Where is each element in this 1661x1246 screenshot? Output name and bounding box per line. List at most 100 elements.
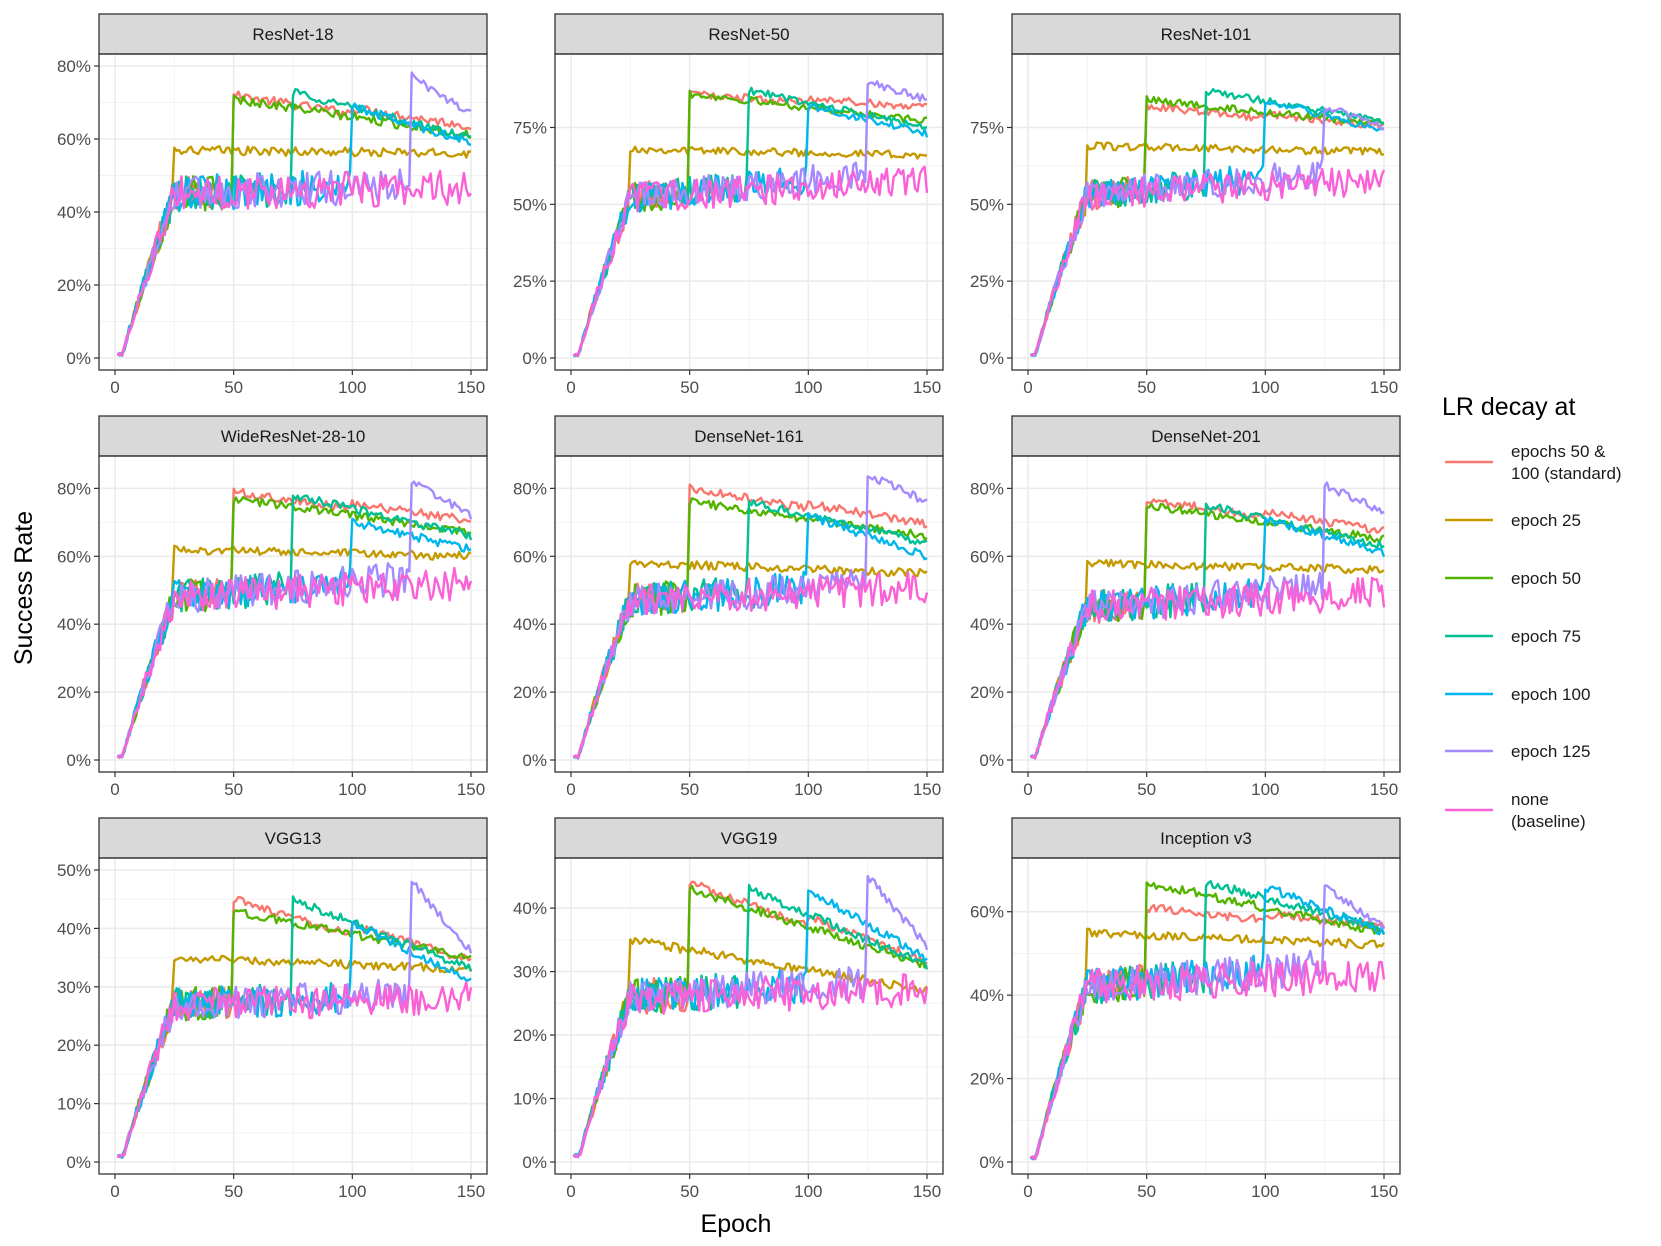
facet-panel: ResNet-101 0% 25% 50% 75% 0 50 100 150 <box>970 13 1401 397</box>
series-line-e125 <box>117 480 473 759</box>
series-line-e25 <box>117 145 472 356</box>
x-tick-label: 150 <box>1370 1182 1398 1201</box>
facet-panel: DenseNet-161 0% 20% 40% 60% 80% 0 50 100 150 <box>513 415 944 799</box>
series-line-e25 <box>573 145 928 358</box>
x-tick-label: 50 <box>1137 1182 1156 1201</box>
y-tick-label: 80% <box>513 479 547 498</box>
facet-panel: DenseNet-201 0% 20% 40% 60% 80% 0 50 100 150 <box>970 415 1401 799</box>
x-tick-label: 100 <box>1251 1182 1279 1201</box>
facet-panel: ResNet-18 0% 20% 40% 60% 80% 0 50 100 150 <box>57 13 488 397</box>
x-tick-label: 0 <box>566 1182 575 1201</box>
y-tick-label: 0% <box>979 349 1004 368</box>
x-tick-label: 0 <box>566 780 575 799</box>
facet-strip <box>98 817 488 859</box>
facet-title: VGG13 <box>265 829 322 848</box>
y-tick-label: 60% <box>970 547 1004 566</box>
x-tick-label: 100 <box>794 780 822 799</box>
series-line-e25 <box>117 544 472 758</box>
y-tick-label: 40% <box>57 203 91 222</box>
y-tick-label: 40% <box>57 919 91 938</box>
x-tick-label: 150 <box>457 780 485 799</box>
y-tick-label: 0% <box>66 1153 91 1172</box>
x-tick-label: 100 <box>1251 780 1279 799</box>
x-tick-label: 50 <box>224 1182 243 1201</box>
y-tick-label: 25% <box>970 272 1004 291</box>
panel-border <box>98 857 488 1175</box>
facet-panel: Inception v3 0% 20% 40% 60% 0 50 100 150 <box>970 817 1401 1201</box>
panel-border <box>1011 455 1401 773</box>
series-line-none <box>572 973 929 1159</box>
y-tick-label: 30% <box>513 963 547 982</box>
facet-panel: VGG13 0% 10% 20% 30% 40% 50% 0 50 100 150 <box>57 817 488 1201</box>
y-tick-label: 40% <box>970 986 1004 1005</box>
y-tick-label: 0% <box>522 349 547 368</box>
series-line-none <box>117 981 473 1158</box>
series-line-e25 <box>1030 141 1385 357</box>
series-line-none <box>1030 576 1386 760</box>
legend-label: 100 (standard) <box>1511 464 1622 483</box>
x-tick-label: 150 <box>913 378 941 397</box>
legend-label: (baseline) <box>1511 812 1586 831</box>
facet-panel: WideResNet-28-10 0% 20% 40% 60% 80% 0 50 100 150 <box>57 415 488 799</box>
y-tick-label: 10% <box>513 1090 547 1109</box>
y-axis-title: Success Rate <box>10 511 38 665</box>
x-tick-label: 0 <box>1023 1182 1032 1201</box>
y-tick-label: 80% <box>57 57 91 76</box>
facet-panel: VGG19 0% 10% 20% 30% 40% 0 50 100 150 <box>513 817 944 1201</box>
x-tick-label: 0 <box>110 1182 119 1201</box>
y-tick-label: 25% <box>513 272 547 291</box>
y-tick-label: 75% <box>513 118 547 137</box>
facet-title: ResNet-18 <box>252 25 333 44</box>
y-tick-label: 60% <box>970 903 1004 922</box>
y-tick-label: 40% <box>57 615 91 634</box>
y-tick-label: 60% <box>57 547 91 566</box>
facet-panel: ResNet-50 0% 25% 50% 75% 0 50 100 150 <box>513 13 944 397</box>
x-tick-label: 50 <box>680 1182 699 1201</box>
facet-title: Inception v3 <box>1160 829 1252 848</box>
y-tick-label: 0% <box>979 751 1004 770</box>
x-tick-label: 0 <box>1023 378 1032 397</box>
y-tick-label: 20% <box>970 683 1004 702</box>
series-line-e25 <box>117 954 473 1159</box>
series-line-e125 <box>573 80 927 357</box>
series-line-e25 <box>1030 558 1385 759</box>
facet-title: WideResNet-28-10 <box>221 427 366 446</box>
facet-title: DenseNet-161 <box>694 427 804 446</box>
x-tick-label: 0 <box>566 378 575 397</box>
panel-border <box>554 53 944 371</box>
y-tick-label: 40% <box>513 899 547 918</box>
facet-strip <box>554 415 944 457</box>
series-line-none <box>1030 959 1386 1161</box>
y-tick-label: 20% <box>57 276 91 295</box>
y-tick-label: 20% <box>57 683 91 702</box>
y-tick-label: 10% <box>57 1095 91 1114</box>
y-tick-label: 50% <box>513 195 547 214</box>
x-tick-label: 0 <box>1023 780 1032 799</box>
panel-border <box>554 455 944 773</box>
y-tick-label: 50% <box>970 195 1004 214</box>
y-tick-label: 80% <box>57 479 91 498</box>
facet-title: ResNet-101 <box>1161 25 1252 44</box>
y-tick-label: 40% <box>970 615 1004 634</box>
y-tick-label: 60% <box>513 547 547 566</box>
facet-title: VGG19 <box>721 829 778 848</box>
y-tick-label: 80% <box>970 479 1004 498</box>
legend-label: epoch 75 <box>1511 627 1581 646</box>
x-tick-label: 100 <box>794 1182 822 1201</box>
x-tick-label: 50 <box>224 780 243 799</box>
x-tick-label: 50 <box>1137 780 1156 799</box>
y-tick-label: 0% <box>66 751 91 770</box>
y-tick-label: 50% <box>57 861 91 880</box>
panel-border <box>1011 53 1401 371</box>
y-tick-label: 0% <box>979 1153 1004 1172</box>
x-tick-label: 150 <box>1370 780 1398 799</box>
series-line-e25 <box>1029 927 1385 1159</box>
facet-strip <box>1011 13 1401 55</box>
legend-label: epoch 25 <box>1511 511 1581 530</box>
y-tick-label: 60% <box>57 130 91 149</box>
x-tick-label: 150 <box>1370 378 1398 397</box>
y-tick-label: 30% <box>57 978 91 997</box>
facet-title: ResNet-50 <box>708 25 789 44</box>
x-tick-label: 100 <box>1251 378 1279 397</box>
